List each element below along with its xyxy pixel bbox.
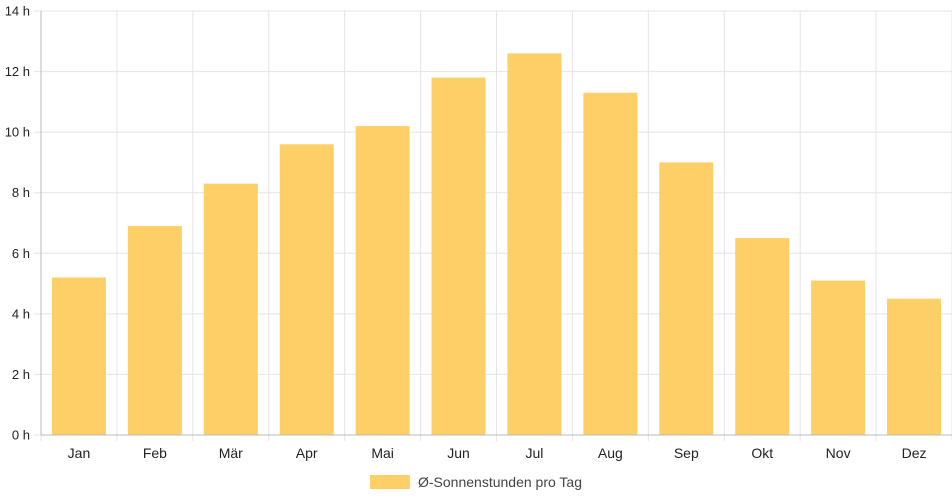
y-tick-label: 12 h xyxy=(5,64,30,79)
bar-feb xyxy=(127,226,182,435)
bar-nov xyxy=(811,280,866,435)
y-tick-label: 14 h xyxy=(5,4,30,19)
y-tick-label: 2 h xyxy=(12,367,30,382)
bar-mai xyxy=(355,126,410,435)
x-tick-label: Feb xyxy=(143,445,167,461)
x-tick-label: Jun xyxy=(447,445,470,461)
x-tick-label: Mär xyxy=(219,445,243,461)
y-tick-label: 4 h xyxy=(12,306,30,321)
legend[interactable]: Ø-Sonnenstunden pro Tag xyxy=(0,470,952,494)
bar-sep xyxy=(659,162,714,435)
y-tick-label: 10 h xyxy=(5,125,30,140)
bar-okt xyxy=(735,238,790,435)
bar-aug xyxy=(583,92,638,436)
x-tick-label: Apr xyxy=(296,445,318,461)
bar-dez xyxy=(887,298,942,435)
x-tick-label: Dez xyxy=(902,445,927,461)
x-tick-label: Okt xyxy=(751,445,773,461)
y-tick-label: 6 h xyxy=(12,246,30,261)
x-tick-label: Mai xyxy=(371,445,394,461)
bar-jul xyxy=(507,53,562,436)
bar-mär xyxy=(203,183,258,435)
x-tick-label: Aug xyxy=(598,445,623,461)
grid-layer xyxy=(34,10,952,441)
bar-jun xyxy=(431,77,486,435)
x-tick-label: Jan xyxy=(68,445,91,461)
x-tick-label: Sep xyxy=(674,445,699,461)
x-tick-label: Jul xyxy=(526,445,544,461)
x-tick-label: Nov xyxy=(826,445,851,461)
legend-label: Ø-Sonnenstunden pro Tag xyxy=(418,474,582,490)
y-tick-label: 8 h xyxy=(12,185,30,200)
axis-layer: 0 h 2 h 4 h 6 h 8 h 10 h 12 h 14 h Jan Feb Mär Apr M… xyxy=(5,4,952,461)
legend-swatch xyxy=(370,475,410,489)
bar-layer xyxy=(51,53,942,436)
bar-jan xyxy=(51,277,106,435)
bar-apr xyxy=(279,144,334,435)
y-tick-label: 0 h xyxy=(12,428,30,443)
